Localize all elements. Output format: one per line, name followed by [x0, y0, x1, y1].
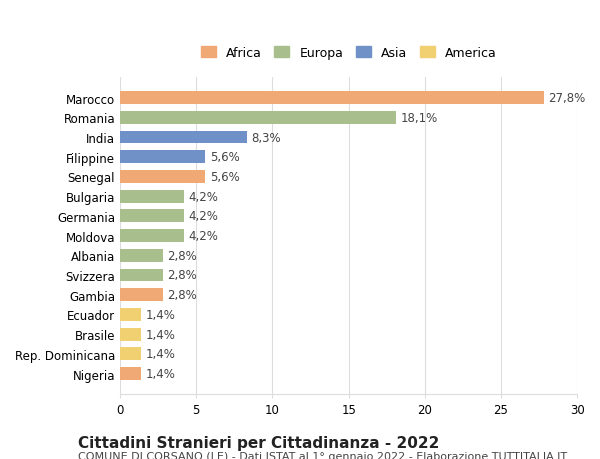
Bar — [120, 347, 142, 360]
Bar — [120, 92, 544, 105]
Bar — [120, 308, 142, 321]
Text: 4,2%: 4,2% — [188, 230, 218, 242]
Bar — [120, 249, 163, 262]
Bar — [120, 131, 247, 144]
Bar — [120, 210, 184, 223]
Text: 18,1%: 18,1% — [400, 112, 438, 124]
Legend: Africa, Europa, Asia, America: Africa, Europa, Asia, America — [197, 43, 500, 63]
Text: 2,8%: 2,8% — [167, 249, 197, 262]
Bar — [120, 112, 396, 124]
Text: 5,6%: 5,6% — [210, 151, 240, 164]
Text: 4,2%: 4,2% — [188, 190, 218, 203]
Text: COMUNE DI CORSANO (LE) - Dati ISTAT al 1° gennaio 2022 - Elaborazione TUTTITALIA: COMUNE DI CORSANO (LE) - Dati ISTAT al 1… — [78, 451, 567, 459]
Bar — [120, 328, 142, 341]
Text: 1,4%: 1,4% — [146, 367, 176, 380]
Text: 2,8%: 2,8% — [167, 269, 197, 282]
Text: 8,3%: 8,3% — [251, 131, 281, 144]
Bar — [120, 289, 163, 302]
Bar — [120, 367, 142, 380]
Bar — [120, 171, 205, 184]
Text: 1,4%: 1,4% — [146, 328, 176, 341]
Bar — [120, 230, 184, 242]
Text: 27,8%: 27,8% — [548, 92, 586, 105]
Bar — [120, 151, 205, 164]
Text: 2,8%: 2,8% — [167, 289, 197, 302]
Text: Cittadini Stranieri per Cittadinanza - 2022: Cittadini Stranieri per Cittadinanza - 2… — [78, 435, 439, 450]
Bar — [120, 190, 184, 203]
Text: 1,4%: 1,4% — [146, 347, 176, 360]
Text: 4,2%: 4,2% — [188, 210, 218, 223]
Text: 5,6%: 5,6% — [210, 171, 240, 184]
Text: 1,4%: 1,4% — [146, 308, 176, 321]
Bar — [120, 269, 163, 282]
